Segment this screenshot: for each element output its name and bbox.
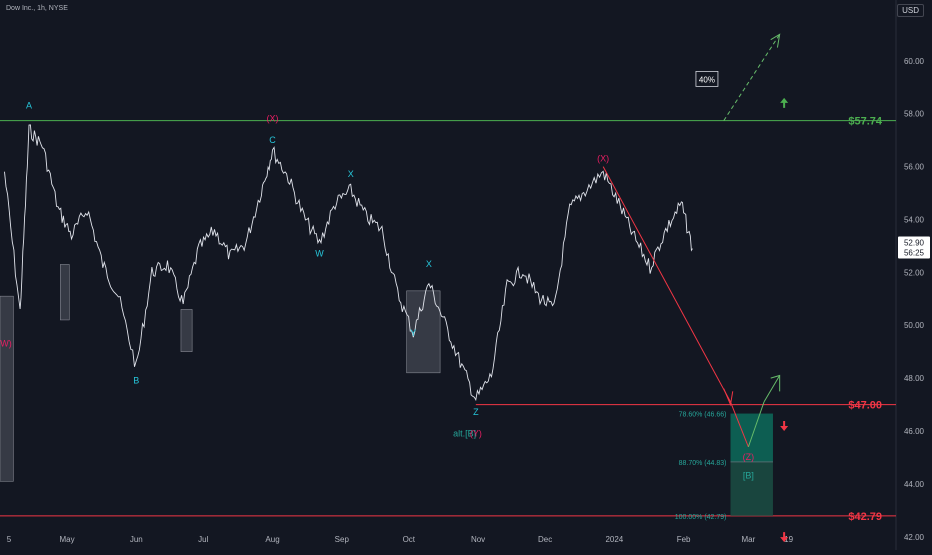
wave-label: [B] (743, 471, 754, 481)
fib-label: 100.00% (42.79) (675, 514, 727, 521)
price-level-label: $42.79 (848, 511, 882, 523)
arrow-head (770, 33, 781, 48)
target-zone-box (180, 309, 193, 352)
wave-label: X (348, 169, 354, 179)
wave-label: A (26, 100, 32, 110)
wave-label: (W) (0, 338, 12, 348)
projection-up-line (763, 375, 781, 403)
last-price-value: 52.90 (904, 239, 925, 248)
x-tick-label: Feb (677, 535, 691, 544)
y-tick-label: 44.00 (904, 480, 925, 489)
x-tick-label: 5 (7, 535, 12, 544)
y-tick-label: 48.00 (904, 374, 925, 383)
wave-label: C (269, 135, 276, 145)
probability-label: 40% (699, 75, 715, 84)
x-tick-label: Sep (335, 535, 350, 544)
breakout-dashed-line (723, 34, 781, 121)
x-tick-label: Jul (198, 535, 208, 544)
arrow-head (723, 388, 734, 407)
currency-button[interactable]: USD (897, 4, 924, 17)
x-tick-label: Jun (130, 535, 143, 544)
wave-label: Y (410, 328, 416, 338)
up-arrow-icon (780, 97, 789, 108)
y-tick-label: 52.00 (904, 268, 925, 277)
symbol-title: Dow Inc., 1h, NYSE (6, 5, 68, 12)
projection-down-line (730, 401, 749, 448)
y-tick-label: 54.00 (904, 215, 925, 224)
y-tick-label: 56.00 (904, 163, 925, 172)
bar-countdown: 56:25 (904, 249, 925, 258)
x-tick-label: Dec (538, 535, 552, 544)
y-tick-label: 60.00 (904, 57, 925, 66)
price-axis[interactable] (896, 0, 932, 550)
target-zone-box (0, 295, 14, 482)
wave-label: (Y) (470, 428, 482, 438)
x-tick-label: Mar (741, 535, 755, 544)
down-arrow-icon (780, 532, 789, 543)
wave-label: W (315, 248, 324, 258)
target-zone-box (60, 264, 70, 321)
wave-label: Z (473, 407, 479, 417)
wave-label: (X) (267, 114, 279, 124)
y-tick-label: 50.00 (904, 321, 925, 330)
price-level-label: $57.74 (848, 116, 883, 128)
fib-zone-lower (730, 461, 773, 516)
projection-up-line (747, 401, 765, 448)
last-price-badge (898, 236, 930, 259)
x-tick-label: Aug (265, 535, 279, 544)
x-tick-label: 19 (784, 535, 793, 544)
wave-label: alt.[B] (453, 428, 476, 438)
x-tick-label: 2024 (605, 535, 623, 544)
y-tick-label: 42.00 (904, 533, 925, 542)
x-tick-label: Oct (403, 535, 416, 544)
arrow-head (770, 374, 781, 392)
fib-label: 88.70% (44.83) (679, 460, 727, 467)
wave-label: (X) (597, 153, 609, 163)
wave-label: X (426, 259, 432, 269)
projection-down-line (602, 166, 731, 403)
down-arrow-icon (780, 421, 789, 432)
x-tick-label: Nov (471, 535, 485, 544)
price-series-line (4, 124, 693, 402)
price-level-label: $47.00 (848, 400, 882, 412)
wave-label: B (133, 375, 139, 385)
probability-box (695, 70, 719, 87)
fib-label: 78.60% (46.66) (679, 412, 727, 419)
y-tick-label: 46.00 (904, 427, 925, 436)
y-tick-label: 58.00 (904, 110, 925, 119)
wave-label: (Z) (743, 452, 755, 462)
x-tick-label: May (59, 535, 74, 544)
